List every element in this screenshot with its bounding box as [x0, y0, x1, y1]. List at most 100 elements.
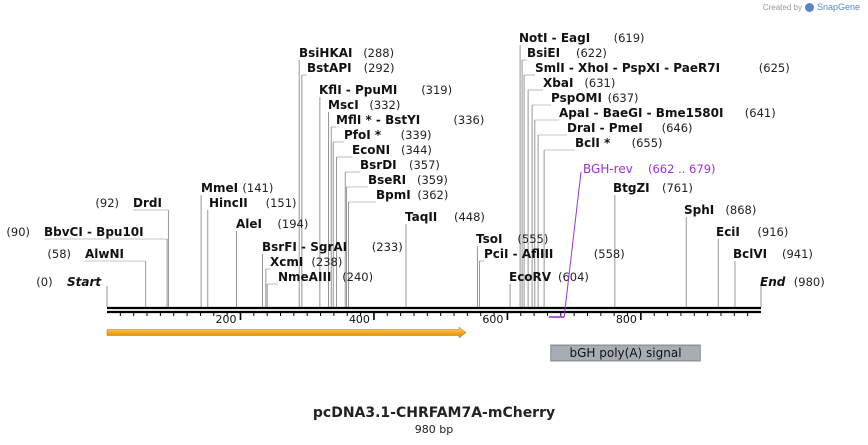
- restriction-site[interactable]: BsiHKAI (288): [299, 46, 394, 60]
- site-name: MscI: [328, 98, 359, 112]
- restriction-site[interactable]: EcoRV (604): [509, 270, 589, 284]
- restriction-site[interactable]: BsrDI (357): [360, 158, 440, 172]
- restriction-site[interactable]: (92) DrdI: [95, 196, 162, 210]
- site-name: TaqII: [405, 210, 437, 224]
- feature-track: BGH-rev (662 .. 679) bGH poly(A) signal: [106, 162, 716, 362]
- site-position: (92): [95, 196, 119, 210]
- restriction-site[interactable]: SphI (868): [684, 203, 756, 217]
- feature-box: [550, 344, 701, 362]
- restriction-site[interactable]: EciI (916): [716, 225, 788, 239]
- restriction-site[interactable]: BstAPI (292): [307, 61, 395, 75]
- site-position: (625): [759, 61, 790, 75]
- site-name: DraI - PmeI: [567, 121, 643, 135]
- restriction-site[interactable]: MmeI (141): [201, 181, 273, 195]
- restriction-site[interactable]: KflI - PpuMI (319): [319, 83, 452, 97]
- site-position: (233): [372, 240, 403, 254]
- restriction-site[interactable]: PciI - AflIII (558): [484, 247, 625, 261]
- restriction-site[interactable]: DraI - PmeI (646): [567, 121, 693, 135]
- site-name: XbaI: [543, 76, 573, 90]
- restriction-site[interactable]: XbaI (631): [543, 76, 615, 90]
- ruler-tick-label: 600: [482, 313, 503, 326]
- restriction-site[interactable]: AleI (194): [236, 217, 308, 231]
- start-position: (0): [36, 275, 52, 289]
- site-position: (332): [369, 98, 400, 112]
- restriction-site[interactable]: (90) BbvCI - Bpu10I: [6, 225, 143, 239]
- restriction-site[interactable]: BsiEI (622): [527, 46, 607, 60]
- primer-range: (662 .. 679): [648, 162, 716, 176]
- site-labels: (58) AlwNI (90) BbvCI - Bpu10I (92) DrdI MmeI (…: [6, 31, 824, 289]
- site-position: (558): [594, 247, 625, 261]
- restriction-site[interactable]: MscI (332): [328, 98, 400, 112]
- restriction-site[interactable]: EcoNI (344): [352, 143, 432, 157]
- site-position: (362): [417, 188, 448, 202]
- site-position: (941): [782, 247, 813, 261]
- primer-bgh-rev[interactable]: BGH-rev (662 .. 679): [548, 162, 716, 318]
- restriction-site[interactable]: MflI * - BstYI (336): [336, 113, 484, 127]
- site-position: (240): [342, 270, 373, 284]
- feature-polya-signal[interactable]: bGH poly(A) signal: [550, 344, 701, 362]
- site-position: (641): [745, 106, 776, 120]
- restriction-site[interactable]: XcmI (238): [270, 255, 342, 269]
- map-title-block: pcDNA3.1-CHRFAM7A-mCherry 980 bp: [0, 405, 868, 436]
- snapgene-credit: Created by SnapGene: [763, 2, 860, 12]
- site-leader-lines: [44, 45, 762, 307]
- site-name: NotI - EagI: [519, 31, 590, 45]
- snapgene-logo-icon: [804, 2, 814, 12]
- restriction-site[interactable]: BclVI (941): [733, 247, 813, 261]
- restriction-site[interactable]: TsoI (555): [476, 232, 548, 246]
- site-name: SphI: [684, 203, 714, 217]
- site-position: (238): [311, 255, 342, 269]
- site-name: BtgZI: [613, 181, 650, 195]
- restriction-site[interactable]: PfoI * (339): [344, 128, 432, 142]
- feature-label: bGH poly(A) signal: [570, 346, 682, 360]
- site-position: (448): [454, 210, 485, 224]
- end-marker: End (980): [760, 275, 825, 289]
- restriction-site[interactable]: NotI - EagI (619): [519, 31, 645, 45]
- site-position: (622): [576, 46, 607, 60]
- restriction-site[interactable]: NmeAIII (240): [278, 270, 373, 284]
- primer-leader-line: [563, 171, 582, 318]
- plasmid-length: 980 bp: [414, 423, 454, 436]
- site-name: EcoRV: [509, 270, 552, 284]
- site-name: HincII: [209, 196, 248, 210]
- site-position: (344): [401, 143, 432, 157]
- restriction-site[interactable]: BseRI (359): [368, 173, 448, 187]
- plasmid-name: pcDNA3.1-CHRFAM7A-mCherry: [312, 405, 556, 421]
- site-name: SmlI - XhoI - PspXI - PaeR7I: [535, 61, 720, 75]
- restriction-site[interactable]: PspOMI (637): [551, 91, 639, 105]
- site-position: (655): [632, 136, 663, 150]
- site-position: (357): [409, 158, 440, 172]
- site-name: BclI *: [575, 136, 611, 150]
- restriction-site[interactable]: ApaI - BaeGI - Bme1580I (641): [559, 106, 776, 120]
- restriction-site[interactable]: BsrFI - SgrAI (233): [262, 240, 403, 254]
- restriction-site[interactable]: BtgZI (761): [613, 181, 693, 195]
- site-name: EciI: [716, 225, 740, 239]
- feature-arrow[interactable]: [106, 326, 467, 339]
- position-ruler: 200 400 600 800: [119, 313, 749, 326]
- ruler-tick-label: 200: [215, 313, 236, 326]
- restriction-site[interactable]: SmlI - XhoI - PspXI - PaeR7I (625): [535, 61, 790, 75]
- site-name: BsrDI: [360, 158, 397, 172]
- site-name: BpmI: [376, 188, 411, 202]
- site-name: ApaI - BaeGI - Bme1580I: [559, 106, 723, 120]
- site-position: (916): [757, 225, 788, 239]
- site-position: (319): [421, 83, 452, 97]
- site-name: NmeAIII: [278, 270, 331, 284]
- restriction-site[interactable]: TaqII (448): [405, 210, 485, 224]
- start-marker: (0) Start: [36, 275, 102, 289]
- site-name: MmeI: [201, 181, 238, 195]
- site-position: (604): [558, 270, 589, 284]
- site-name: PspOMI: [551, 91, 602, 105]
- restriction-site[interactable]: BclI * (655): [575, 136, 663, 150]
- site-position: (637): [608, 91, 639, 105]
- restriction-site[interactable]: HincII (151): [209, 196, 297, 210]
- site-name: AlwNI: [85, 247, 124, 261]
- site-position: (339): [401, 128, 432, 142]
- restriction-site[interactable]: (58) AlwNI: [47, 247, 124, 261]
- restriction-site[interactable]: BpmI (362): [376, 188, 448, 202]
- site-name: AleI: [236, 217, 262, 231]
- site-name: EcoNI: [352, 143, 390, 157]
- start-name: Start: [67, 275, 102, 289]
- site-name: TsoI: [476, 232, 502, 246]
